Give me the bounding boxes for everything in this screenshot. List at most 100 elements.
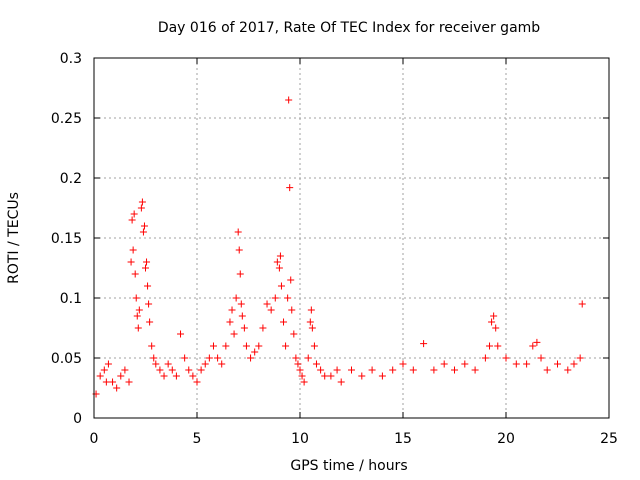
y-tick-label: 0.2	[60, 171, 82, 187]
data-point	[185, 366, 193, 374]
data-point	[144, 282, 152, 290]
chart-title: Day 016 of 2017, Rate Of TEC Index for r…	[158, 20, 540, 36]
data-point	[102, 378, 110, 386]
data-point	[145, 300, 153, 308]
data-point	[502, 354, 510, 362]
data-point	[160, 372, 168, 380]
data-point	[308, 324, 316, 332]
data-point	[146, 318, 154, 326]
axes: 0 5 10 15 20 25 0 0.05 0.1 0.15 0.2 0.25 0.3	[51, 51, 618, 447]
x-tick-label: 25	[600, 431, 618, 447]
data-point	[358, 372, 366, 380]
data-point	[240, 324, 248, 332]
data-point	[226, 318, 234, 326]
data-point	[172, 372, 180, 380]
x-axis-label: GPS time / hours	[290, 458, 407, 474]
data-point	[259, 324, 267, 332]
y-tick-label: 0.15	[51, 231, 82, 247]
data-point	[276, 252, 284, 260]
data-point	[512, 360, 520, 368]
data-point	[96, 372, 104, 380]
data-point	[523, 360, 531, 368]
data-point	[399, 360, 407, 368]
data-point	[140, 222, 148, 230]
data-point	[247, 354, 255, 362]
data-point	[100, 366, 108, 374]
data-point	[486, 342, 494, 350]
data-point	[134, 324, 142, 332]
data-point	[242, 342, 250, 350]
data-points	[92, 96, 586, 398]
y-tick-label: 0.05	[51, 351, 82, 367]
data-point	[218, 360, 226, 368]
data-point	[275, 264, 283, 272]
data-point	[271, 294, 279, 302]
x-tick-label: 5	[193, 431, 202, 447]
data-point	[533, 338, 541, 346]
data-point	[142, 264, 149, 272]
data-point	[104, 360, 112, 368]
data-point	[409, 366, 417, 374]
data-point	[152, 360, 160, 368]
data-point	[263, 300, 271, 308]
data-point	[156, 366, 164, 374]
data-point	[113, 384, 121, 392]
data-point	[471, 366, 479, 374]
data-point	[494, 342, 502, 350]
data-point	[222, 342, 230, 350]
data-point	[148, 342, 156, 350]
data-point	[420, 340, 428, 348]
data-point	[321, 372, 329, 380]
data-point	[296, 366, 304, 374]
data-point	[232, 294, 240, 302]
data-point	[327, 372, 335, 380]
data-point	[128, 216, 136, 224]
data-point	[368, 366, 376, 374]
data-point	[337, 378, 345, 386]
data-point	[139, 228, 147, 236]
data-point	[529, 342, 537, 350]
data-point	[201, 360, 209, 368]
data-point	[251, 348, 259, 356]
plot-area-frame	[93, 57, 610, 419]
data-point	[209, 342, 217, 350]
data-point	[127, 258, 135, 266]
x-tick-label: 10	[291, 431, 309, 447]
data-point	[285, 96, 293, 104]
data-point	[490, 312, 498, 320]
data-point	[255, 342, 263, 350]
data-point	[197, 366, 205, 374]
data-point	[284, 294, 292, 302]
data-point	[570, 360, 578, 368]
data-point	[298, 372, 306, 380]
data-point	[189, 372, 197, 380]
data-point	[333, 366, 341, 374]
data-point	[306, 318, 314, 326]
data-point	[310, 342, 318, 350]
data-point	[578, 300, 586, 308]
data-point	[125, 378, 133, 386]
data-point	[492, 324, 500, 332]
data-point	[277, 282, 285, 290]
data-point	[236, 270, 244, 278]
data-point	[294, 360, 302, 368]
data-point	[237, 300, 245, 308]
data-point	[230, 330, 238, 338]
data-point	[121, 366, 129, 374]
grid-lines	[94, 58, 609, 418]
data-point	[389, 366, 397, 374]
data-point	[214, 354, 222, 362]
data-point	[304, 354, 312, 362]
y-axis-label: ROTI / TECUs	[6, 192, 22, 284]
data-point	[286, 184, 294, 192]
data-point	[164, 360, 172, 368]
data-point	[288, 306, 296, 314]
data-point	[287, 276, 295, 284]
data-point	[177, 330, 185, 338]
data-point	[300, 378, 308, 386]
data-point	[282, 342, 290, 350]
data-point	[543, 366, 551, 374]
data-point	[137, 204, 145, 212]
data-point	[205, 354, 213, 362]
